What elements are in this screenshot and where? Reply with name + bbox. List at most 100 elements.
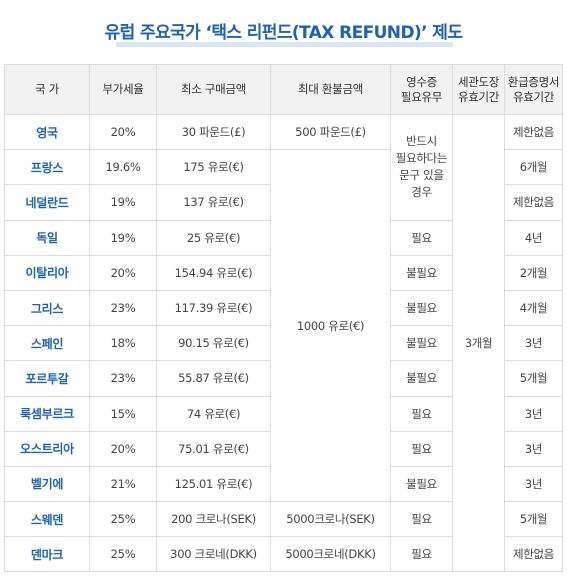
certificate-cell: 제한없음 — [504, 184, 563, 221]
vat-cell: 25% — [89, 501, 157, 538]
header-receipt-line2: 필요유무 — [400, 89, 443, 104]
table-row: 스페인 18% 90.15 유로(€) 불필요 3년 — [4, 325, 563, 362]
certificate-cell: 3년 — [504, 395, 563, 432]
receipt-cell: 필요 — [390, 430, 453, 467]
min-purchase-cell: 90.15 유로(€) — [156, 325, 271, 362]
certificate-cell: 5개월 — [504, 501, 563, 538]
receipt-cell: 필요 — [390, 536, 453, 573]
receipt-cell: 불필요 — [390, 360, 453, 397]
receipt-note-cell: 반드시 필요하다는 문구 있을 경우 — [390, 114, 453, 221]
header-vat: 부가세율 — [89, 64, 157, 115]
header-certificate-line2: 유효기간 — [512, 89, 555, 104]
certificate-cell: 3년 — [504, 325, 563, 362]
header-customs-line1: 세관도장 — [457, 74, 500, 89]
table-row: 포르투갈 23% 55.87 유로(€) 불필요 5개월 — [4, 360, 563, 397]
customs-validity-cell: 3개월 — [452, 113, 505, 573]
page-title: 유럽 주요국가 ‘택스 리펀드(TAX REFUND)’ 제도 — [104, 23, 463, 43]
receipt-cell: 필요 — [390, 501, 453, 538]
receipt-note-line4: 경우 — [411, 185, 432, 200]
country-cell: 그리스 — [4, 289, 90, 327]
country-cell: 룩셈부르크 — [4, 395, 90, 432]
table-row: 네덜란드 19% 137 유로(€) 제한없음 — [4, 184, 563, 221]
receipt-note-line1: 반드시 — [406, 134, 437, 149]
receipt-cell: 필요 — [390, 219, 453, 256]
receipt-cell: 불필요 — [390, 289, 453, 327]
country-cell: 영국 — [4, 113, 90, 151]
header-min-purchase: 최소 구매금액 — [156, 64, 271, 115]
country-cell: 네덜란드 — [4, 184, 90, 221]
vat-cell: 20% — [89, 113, 157, 151]
table-row: 벨기에 21% 125.01 유로(€) 불필요 3년 — [4, 465, 563, 503]
min-purchase-cell: 200 크로나(SEK) — [156, 501, 271, 538]
vat-cell: 19.6% — [89, 149, 157, 186]
country-cell: 독일 — [4, 219, 90, 256]
receipt-note-line3: 문구 있을 — [399, 168, 444, 183]
table-row: 프랑스 19.6% 175 유로(€) 1000 유로(€) 6개월 — [4, 149, 563, 503]
min-purchase-cell: 75.01 유로(€) — [156, 430, 271, 467]
min-purchase-cell: 117.39 유로(€) — [156, 289, 271, 327]
table-row: 영국 20% 30 파운드(£) 500 파운드(£) 반드시 필요하다는 문구… — [4, 113, 563, 573]
table-row: 룩셈부르크 15% 74 유로(€) 필요 3년 — [4, 395, 563, 432]
min-purchase-cell: 175 유로(€) — [156, 149, 271, 186]
country-cell: 스페인 — [4, 325, 90, 362]
header-customs-line2: 유효기간 — [457, 89, 500, 104]
table-row: 그리스 23% 117.39 유로(€) 불필요 4개월 — [4, 289, 563, 327]
min-purchase-cell: 137 유로(€) — [156, 184, 271, 221]
certificate-cell: 5개월 — [504, 360, 563, 397]
header-customs: 세관도장 유효기간 — [452, 64, 505, 115]
certificate-cell: 2개월 — [504, 254, 563, 291]
tax-refund-table: 국 가 부가세율 최소 구매금액 최대 환불금액 영수증 필요유무 세관도장 유… — [4, 64, 563, 573]
header-max-refund: 최대 환불금액 — [270, 64, 391, 115]
certificate-cell: 3년 — [504, 430, 563, 467]
min-purchase-cell: 125.01 유로(€) — [156, 465, 271, 503]
vat-cell: 20% — [89, 430, 157, 467]
header-country: 국 가 — [4, 64, 90, 115]
title-underline — [116, 42, 453, 47]
min-purchase-cell: 154.94 유로(€) — [156, 254, 271, 291]
vat-cell: 23% — [89, 289, 157, 327]
certificate-cell: 제한없음 — [504, 113, 563, 151]
max-refund-cell: 500 파운드(£) — [270, 113, 391, 151]
min-purchase-cell: 74 유로(€) — [156, 395, 271, 432]
receipt-cell: 불필요 — [390, 254, 453, 291]
vat-cell: 21% — [89, 465, 157, 503]
header-row: 국 가 부가세율 최소 구매금액 최대 환불금액 영수증 필요유무 세관도장 유… — [4, 64, 563, 115]
country-cell: 프랑스 — [4, 149, 90, 186]
certificate-cell: 4년 — [504, 219, 563, 256]
min-purchase-cell: 30 파운드(£) — [156, 113, 271, 151]
header-receipt-line1: 영수증 — [406, 74, 437, 89]
max-refund-euro-cell: 1000 유로(€) — [270, 149, 391, 503]
receipt-cell: 불필요 — [390, 325, 453, 362]
header-receipt: 영수증 필요유무 — [390, 64, 453, 115]
vat-cell: 18% — [89, 325, 157, 362]
min-purchase-cell: 300 크로네(DKK) — [156, 536, 271, 573]
vat-cell: 20% — [89, 254, 157, 291]
country-cell: 벨기에 — [4, 465, 90, 503]
certificate-cell: 4개월 — [504, 289, 563, 327]
max-refund-cell: 5000크로네(DKK) — [270, 536, 391, 573]
country-cell: 이탈리아 — [4, 254, 90, 291]
min-purchase-cell: 55.87 유로(€) — [156, 360, 271, 397]
vat-cell: 15% — [89, 395, 157, 432]
min-purchase-cell: 25 유로(€) — [156, 219, 271, 256]
receipt-note-line2: 필요하다는 — [395, 151, 448, 166]
vat-cell: 23% — [89, 360, 157, 397]
certificate-cell: 3년 — [504, 465, 563, 503]
vat-cell: 19% — [89, 184, 157, 221]
country-cell: 스웨덴 — [4, 501, 90, 538]
receipt-cell: 필요 — [390, 395, 453, 432]
country-cell: 포르투갈 — [4, 360, 90, 397]
receipt-cell: 불필요 — [390, 465, 453, 503]
vat-cell: 19% — [89, 219, 157, 256]
country-cell: 오스트리아 — [4, 430, 90, 467]
table-row: 독일 19% 25 유로(€) 필요 4년 — [4, 219, 563, 256]
table-row: 덴마크 25% 300 크로네(DKK) 5000크로네(DKK) 필요 제한없… — [4, 536, 563, 573]
vat-cell: 25% — [89, 536, 157, 573]
max-refund-cell: 5000크로나(SEK) — [270, 501, 391, 538]
header-certificate-line1: 환급증명서 — [507, 74, 560, 89]
certificate-cell: 제한없음 — [504, 536, 563, 573]
header-certificate: 환급증명서 유효기간 — [504, 64, 563, 115]
country-cell: 덴마크 — [4, 536, 90, 573]
certificate-cell: 6개월 — [504, 149, 563, 186]
